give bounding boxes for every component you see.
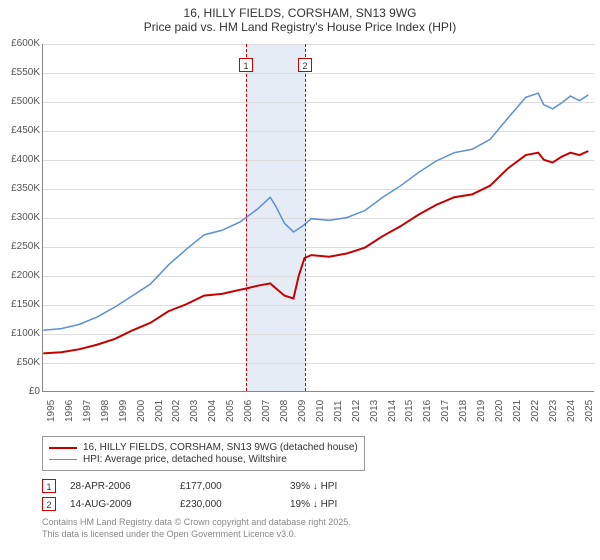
transaction-row-1: 1 28-APR-2006£177,00039% ↓ HPI xyxy=(42,479,594,493)
y-tick-label: £400K xyxy=(2,154,40,165)
x-tick-label: 2021 xyxy=(512,400,523,422)
y-tick-label: £300K xyxy=(2,212,40,223)
x-tick-label: 2003 xyxy=(189,400,200,422)
y-tick-label: £150K xyxy=(2,299,40,310)
chart-container: 16, HILLY FIELDS, CORSHAM, SN13 9WG Pric… xyxy=(0,0,600,560)
title-line2: Price paid vs. HM Land Registry's House … xyxy=(0,20,600,34)
transaction-pct: 39% ↓ HPI xyxy=(290,481,400,492)
transaction-info-rows: 1 28-APR-2006£177,00039% ↓ HPI 2 14-AUG-200… xyxy=(42,479,594,511)
legend-swatch xyxy=(49,459,77,460)
x-tick-label: 2017 xyxy=(440,400,451,422)
marker-box-1: 1 xyxy=(239,58,253,72)
attribution: Contains HM Land Registry data © Crown c… xyxy=(42,517,594,540)
transaction-price: £177,000 xyxy=(180,481,290,492)
x-tick-label: 2010 xyxy=(315,400,326,422)
x-tick-label: 2006 xyxy=(243,400,254,422)
y-tick-label: £200K xyxy=(2,270,40,281)
x-tick-label: 2020 xyxy=(494,400,505,422)
x-tick-label: 2005 xyxy=(225,400,236,422)
x-tick-label: 2015 xyxy=(404,400,415,422)
x-tick-label: 1995 xyxy=(46,400,57,422)
transaction-pct: 19% ↓ HPI xyxy=(290,499,400,510)
x-tick-label: 2022 xyxy=(530,400,541,422)
title-line1: 16, HILLY FIELDS, CORSHAM, SN13 9WG xyxy=(0,6,600,20)
legend-swatch xyxy=(49,447,77,449)
chart-lines-svg xyxy=(43,44,594,391)
y-tick-label: £0 xyxy=(2,386,40,397)
x-tick-label: 2023 xyxy=(548,400,559,422)
y-tick-label: £500K xyxy=(2,96,40,107)
legend-label: HPI: Average price, detached house, Wilt… xyxy=(83,454,287,465)
y-tick-label: £250K xyxy=(2,241,40,252)
x-tick-label: 1999 xyxy=(118,400,129,422)
y-tick-label: £550K xyxy=(2,67,40,78)
transaction-date: 28-APR-2006 xyxy=(70,481,180,492)
x-tick-label: 2018 xyxy=(458,400,469,422)
x-tick-label: 2016 xyxy=(422,400,433,422)
x-tick-label: 1996 xyxy=(64,400,75,422)
chart-title: 16, HILLY FIELDS, CORSHAM, SN13 9WG Pric… xyxy=(0,0,600,36)
legend-entry-hpi: HPI: Average price, detached house, Wilt… xyxy=(49,454,358,465)
x-tick-label: 2004 xyxy=(207,400,218,422)
y-tick-label: £100K xyxy=(2,328,40,339)
transaction-row-2: 2 14-AUG-2009£230,00019% ↓ HPI xyxy=(42,497,594,511)
series-line-hpi xyxy=(43,93,588,330)
y-tick-label: £50K xyxy=(2,357,40,368)
legend-box: 16, HILLY FIELDS, CORSHAM, SN13 9WG (det… xyxy=(42,436,365,471)
x-tick-label: 2008 xyxy=(279,400,290,422)
x-tick-label: 2013 xyxy=(369,400,380,422)
attribution-line2: This data is licensed under the Open Gov… xyxy=(42,529,594,541)
x-tick-label: 2000 xyxy=(136,400,147,422)
plot-area: 12 xyxy=(42,44,594,392)
x-tick-label: 2001 xyxy=(154,400,165,422)
transaction-marker: 1 xyxy=(42,479,56,493)
x-tick-label: 2025 xyxy=(584,400,595,422)
x-tick-label: 1998 xyxy=(100,400,111,422)
x-tick-label: 2011 xyxy=(333,400,344,422)
x-tick-label: 2012 xyxy=(351,400,362,422)
attribution-line1: Contains HM Land Registry data © Crown c… xyxy=(42,517,594,529)
x-tick-label: 2024 xyxy=(566,400,577,422)
marker-line-2 xyxy=(305,44,306,391)
transaction-date: 14-AUG-2009 xyxy=(70,499,180,510)
marker-line-1 xyxy=(246,44,247,391)
marker-box-2: 2 xyxy=(298,58,312,72)
legend-entry-property: 16, HILLY FIELDS, CORSHAM, SN13 9WG (det… xyxy=(49,442,358,453)
transaction-marker: 2 xyxy=(42,497,56,511)
x-tick-label: 2007 xyxy=(261,400,272,422)
legend-area: 16, HILLY FIELDS, CORSHAM, SN13 9WG (det… xyxy=(42,436,594,540)
x-tick-label: 2002 xyxy=(171,400,182,422)
x-tick-label: 2014 xyxy=(387,400,398,422)
x-tick-label: 2019 xyxy=(476,400,487,422)
series-line-property xyxy=(43,151,588,353)
legend-label: 16, HILLY FIELDS, CORSHAM, SN13 9WG (det… xyxy=(83,442,358,453)
x-tick-label: 1997 xyxy=(82,400,93,422)
y-tick-label: £450K xyxy=(2,125,40,136)
x-tick-label: 2009 xyxy=(297,400,308,422)
transaction-price: £230,000 xyxy=(180,499,290,510)
y-tick-label: £600K xyxy=(2,38,40,49)
y-tick-label: £350K xyxy=(2,183,40,194)
